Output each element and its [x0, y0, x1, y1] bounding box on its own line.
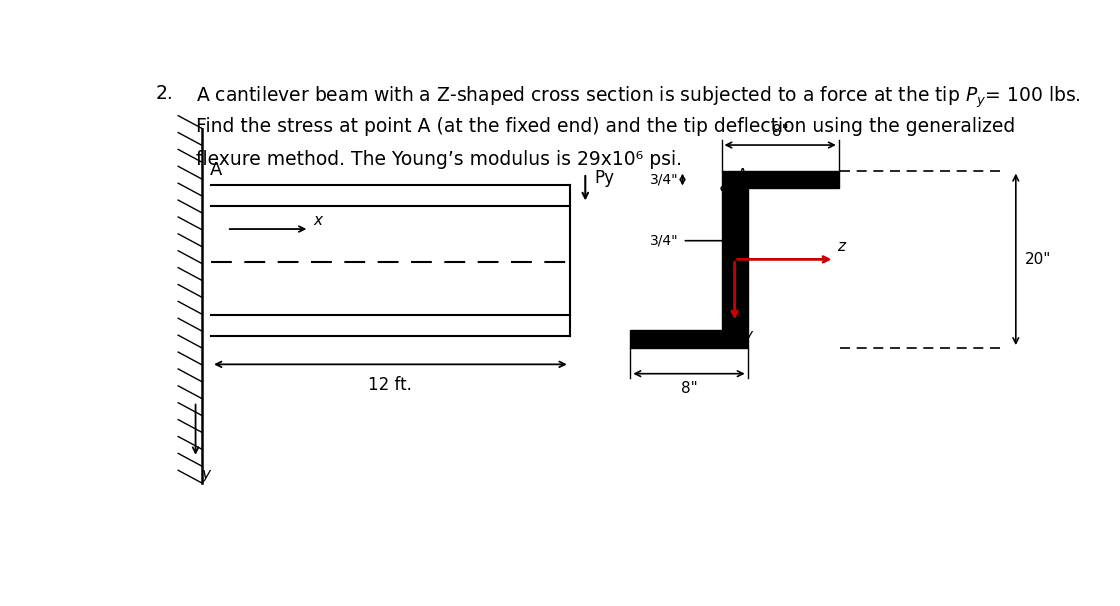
Text: Find the stress at point A (at the fixed end) and the tip deflection using the g: Find the stress at point A (at the fixed… [196, 117, 1016, 136]
Text: Py: Py [594, 168, 614, 187]
Text: y: y [202, 467, 211, 482]
Text: z: z [837, 239, 844, 254]
Text: 20": 20" [1025, 252, 1051, 267]
Text: 3/4": 3/4" [650, 234, 678, 248]
Text: 3/4": 3/4" [650, 173, 678, 187]
Polygon shape [631, 330, 748, 348]
Polygon shape [721, 188, 748, 330]
Text: A: A [737, 167, 748, 185]
Text: A cantilever beam with a Z-shaped cross section is subjected to a force at the t: A cantilever beam with a Z-shaped cross … [196, 84, 1081, 110]
Text: y: y [744, 328, 753, 344]
Text: flexure method. The Young’s modulus is 29x10⁶ psi.: flexure method. The Young’s modulus is 2… [196, 150, 682, 168]
Text: 12 ft.: 12 ft. [368, 376, 412, 394]
Polygon shape [721, 171, 839, 188]
Text: 2.: 2. [156, 84, 174, 104]
Text: 8": 8" [681, 381, 698, 396]
Text: x: x [314, 213, 323, 228]
Text: A: A [209, 161, 222, 179]
Text: 8": 8" [772, 124, 788, 139]
